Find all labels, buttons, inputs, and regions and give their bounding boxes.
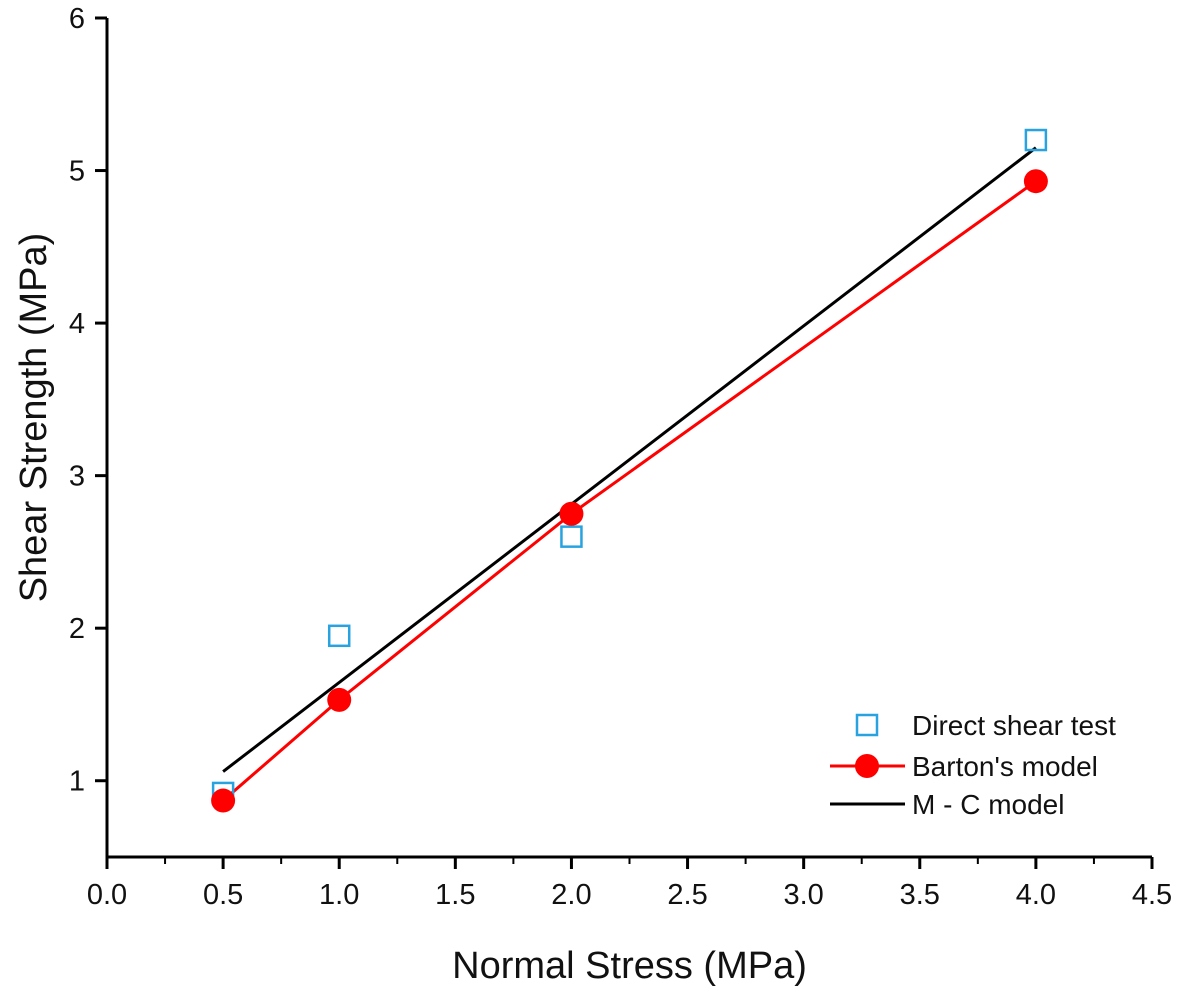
direct-shear-point — [327, 624, 351, 648]
legend: Direct shear test Barton's model M - C mod… — [830, 710, 1116, 820]
legend-label: Barton's model — [912, 751, 1098, 782]
y-tick-label: 5 — [69, 156, 85, 188]
direct-shear-point — [560, 525, 583, 548]
mc-model-line — [222, 146, 1037, 773]
legend-marker-barton — [855, 754, 879, 778]
series-layer — [211, 128, 1048, 813]
barton-model-point — [1023, 169, 1048, 194]
direct-shear-point — [1024, 128, 1048, 152]
x-tick-label: 2.0 — [551, 879, 591, 911]
y-tick-label: 4 — [69, 308, 85, 340]
barton-model-point — [559, 501, 584, 526]
y-axis-ticks: 1 2 3 4 5 6 — [69, 3, 107, 798]
y-tick-label: 2 — [69, 613, 85, 645]
y-tick-label: 3 — [69, 461, 85, 493]
barton-model-point — [327, 687, 352, 712]
x-tick-label: 0.5 — [203, 879, 243, 911]
barton-model-line — [222, 180, 1037, 802]
x-tick-label: 2.5 — [667, 879, 707, 911]
barton-model-point — [211, 788, 236, 813]
legend-label: Direct shear test — [912, 710, 1116, 741]
x-tick-label: 4.0 — [1016, 879, 1056, 911]
x-tick-label: 1.0 — [319, 879, 359, 911]
x-tick-label: 3.0 — [784, 879, 824, 911]
y-tick-label: 6 — [69, 3, 85, 35]
y-tick-label: 1 — [69, 766, 85, 798]
x-tick-label: 3.5 — [900, 879, 940, 911]
legend-label: M - C model — [912, 789, 1064, 820]
x-tick-label: 1.5 — [435, 879, 475, 911]
x-tick-label: 0.0 — [87, 879, 127, 911]
y-axis-title: Shear Strength (MPa) — [13, 233, 55, 603]
x-axis-ticks: 0.0 0.5 1.0 1.5 2.0 2.5 3.0 3.5 4.0 4.5 — [87, 857, 1172, 911]
x-axis-title: Normal Stress (MPa) — [452, 945, 807, 987]
x-tick-label: 4.5 — [1132, 879, 1172, 911]
legend-marker-direct-shear — [855, 713, 879, 737]
